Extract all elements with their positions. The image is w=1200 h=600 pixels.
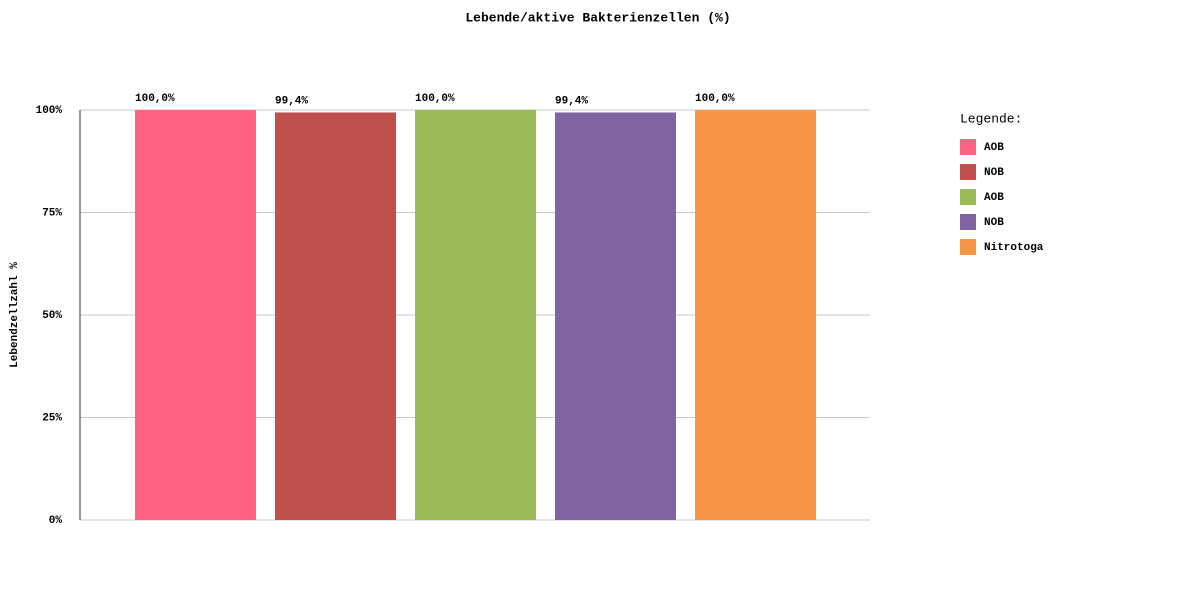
legend-label: Nitrotoga: [984, 242, 1044, 254]
bar: [275, 112, 396, 521]
legend-title: Legende:: [960, 111, 1022, 126]
y-tick-label: 75%: [42, 207, 62, 219]
y-tick-label: 0%: [49, 515, 63, 527]
bar: [415, 110, 536, 520]
value-label: 99,4%: [275, 95, 308, 107]
bar: [135, 110, 256, 520]
legend-swatch: [960, 164, 976, 180]
legend-label: AOB: [984, 192, 1004, 204]
legend-swatch: [960, 139, 976, 155]
chart-title: Lebende/aktive Bakterienzellen (%): [465, 10, 730, 25]
y-axis-label: Lebendzellzahl %: [9, 262, 21, 368]
legend-label: NOB: [984, 167, 1004, 179]
y-tick-label: 25%: [42, 412, 62, 424]
y-tick-label: 50%: [42, 310, 62, 322]
value-label: 100,0%: [695, 93, 735, 105]
value-label: 100,0%: [135, 93, 175, 105]
value-label: 99,4%: [555, 95, 588, 107]
y-tick-label: 100%: [36, 105, 63, 117]
legend-swatch: [960, 239, 976, 255]
value-label: 100,0%: [415, 93, 455, 105]
legend-label: NOB: [984, 217, 1004, 229]
bar: [555, 112, 676, 521]
legend-label: AOB: [984, 142, 1004, 154]
bar: [695, 110, 816, 520]
legend-swatch: [960, 214, 976, 230]
legend-swatch: [960, 189, 976, 205]
